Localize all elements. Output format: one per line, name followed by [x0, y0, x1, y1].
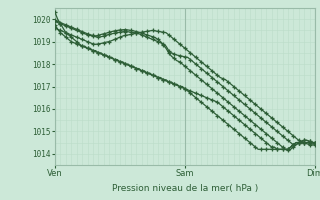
X-axis label: Pression niveau de la mer( hPa ): Pression niveau de la mer( hPa ): [112, 184, 258, 193]
